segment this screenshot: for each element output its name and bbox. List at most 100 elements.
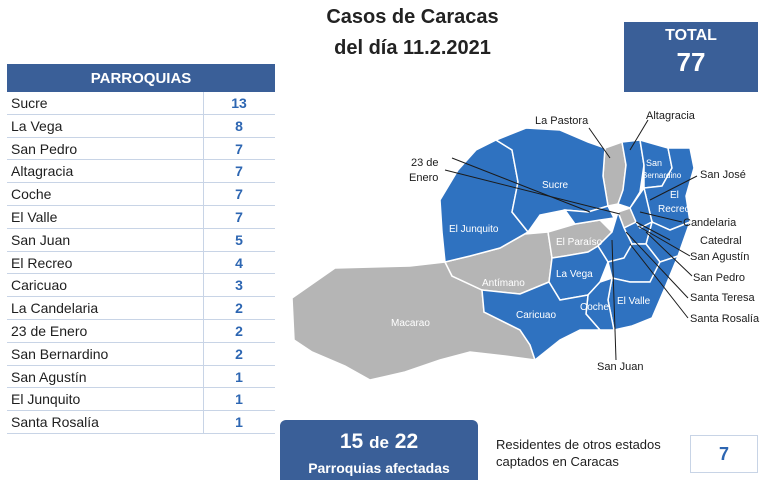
- callout-lines: [444, 119, 698, 361]
- row-parish-name: La Vega: [11, 117, 63, 134]
- row-separator: [203, 205, 204, 228]
- callout-catedral: Catedral: [700, 235, 742, 247]
- page-title: Casos de Caracas del día 11.2.2021: [300, 2, 525, 64]
- affected-count-line: 15 de 22: [280, 420, 478, 454]
- label-el-recreo-2: Recreo: [658, 204, 691, 215]
- row-parish-name: Altagracia: [11, 163, 74, 180]
- table-row: Coche 7: [7, 183, 275, 206]
- row-parish-name: Santa Rosalía: [11, 414, 99, 431]
- affected-connector: de: [369, 433, 389, 452]
- table-row: San Bernardino 2: [7, 342, 275, 366]
- row-separator: [203, 160, 204, 183]
- row-case-count: 2: [235, 322, 243, 339]
- callout-santa-rosalia: Santa Rosalía: [690, 313, 760, 325]
- map-region-23-de-enero: [563, 205, 616, 225]
- label-antimano: Antímano: [482, 278, 525, 289]
- table-row: Sucre 13: [7, 92, 275, 115]
- callout-23-de-enero-1: 23 de: [411, 157, 439, 169]
- label-el-junquito: El Junquito: [449, 224, 499, 235]
- row-case-count: 7: [235, 208, 243, 225]
- label-macarao: Macarao: [391, 318, 430, 329]
- title-line-1: Casos de Caracas: [326, 6, 499, 28]
- residents-value: 7: [690, 435, 758, 473]
- row-case-count: 1: [235, 414, 243, 431]
- row-separator: [203, 228, 204, 251]
- callout-san-agustin: San Agustín: [690, 251, 749, 263]
- label-san-bernardino-1: San: [646, 158, 662, 168]
- total-box: TOTAL 77: [624, 22, 758, 92]
- row-separator: [203, 365, 204, 388]
- caracas-map: Sucre El Junquito Antímano Macarao Caric…: [291, 110, 760, 381]
- row-parish-name: Caricuao: [11, 277, 68, 294]
- table-row: Santa Rosalía 1: [7, 411, 275, 434]
- row-separator: [203, 114, 204, 137]
- row-parish-name: Sucre: [11, 95, 48, 111]
- callout-santa-teresa: Santa Teresa: [690, 292, 756, 304]
- row-case-count: 7: [235, 186, 243, 203]
- row-separator: [203, 274, 204, 297]
- total-label: TOTAL: [665, 27, 717, 44]
- label-la-vega: La Vega: [556, 269, 593, 280]
- row-case-count: 3: [235, 277, 243, 294]
- table-row: San Juan 5: [7, 228, 275, 252]
- row-case-count: 1: [235, 391, 243, 408]
- callout-la-pastora: La Pastora: [535, 115, 589, 127]
- label-el-valle: El Valle: [617, 296, 651, 307]
- table-row: El Valle 7: [7, 205, 275, 229]
- row-parish-name: San Pedro: [11, 140, 78, 157]
- affected-total: 22: [394, 430, 419, 453]
- row-separator: [203, 319, 204, 342]
- table-row: El Junquito 1: [7, 388, 275, 412]
- label-el-paraiso: El Paraíso: [556, 237, 603, 248]
- row-separator: [203, 342, 204, 365]
- row-case-count: 4: [235, 254, 243, 271]
- row-parish-name: La Candelaria: [11, 300, 99, 317]
- row-separator: [203, 137, 204, 160]
- label-sucre: Sucre: [542, 180, 569, 191]
- table-row: El Recreo 4: [7, 251, 275, 275]
- row-case-count: 8: [235, 117, 243, 134]
- map-region-caricuao: [481, 281, 602, 362]
- row-case-count: 2: [235, 345, 243, 362]
- row-parish-name: 23 de Enero: [11, 322, 88, 339]
- row-case-count: 5: [235, 231, 243, 248]
- row-separator: [203, 388, 204, 411]
- residents-label: Residentes de otros estados captados en …: [496, 437, 661, 469]
- row-separator: [203, 183, 204, 205]
- table-row: 23 de Enero 2: [7, 319, 275, 343]
- row-parish-name: El Junquito: [11, 391, 81, 408]
- table-row: San Agustín 1: [7, 365, 275, 389]
- label-caricuao: Caricuao: [516, 310, 556, 321]
- row-case-count: 1: [235, 368, 243, 385]
- total-value: 77: [676, 47, 706, 77]
- table-row: San Pedro 7: [7, 137, 275, 161]
- callout-23-de-enero-2: Enero: [409, 172, 438, 184]
- row-parish-name: Coche: [11, 186, 52, 203]
- callout-san-jose: San José: [700, 169, 746, 181]
- label-coche: Coche: [580, 302, 609, 313]
- row-separator: [203, 251, 204, 274]
- row-parish-name: El Valle: [11, 208, 58, 225]
- callout-altagracia: Altagracia: [646, 110, 696, 122]
- row-case-count: 7: [235, 163, 243, 180]
- table-row: Caricuao 3: [7, 274, 275, 298]
- row-separator: [203, 411, 204, 433]
- row-parish-name: El Recreo: [11, 254, 73, 271]
- row-separator: [203, 297, 204, 319]
- title-line-2: del día 11.2.2021: [334, 37, 491, 59]
- table-header: PARROQUIAS: [7, 64, 275, 92]
- table-row: La Candelaria 2: [7, 297, 275, 320]
- label-san-bernardino-2: Bernardino: [642, 171, 682, 180]
- row-parish-name: San Juan: [11, 231, 71, 248]
- callout-candelaria: Candelaria: [683, 217, 737, 229]
- affected-label: Parroquias afectadas: [308, 460, 450, 476]
- label-el-recreo-1: El: [670, 190, 679, 201]
- row-parish-name: San Bernardino: [11, 345, 109, 362]
- row-case-count: 7: [235, 140, 243, 157]
- row-case-count: 2: [235, 300, 243, 317]
- table-body: Sucre 13 La Vega 8 San Pedro 7 Altagracia 7 Coch…: [7, 92, 275, 434]
- row-separator: [203, 92, 204, 114]
- callout-san-pedro: San Pedro: [693, 272, 745, 284]
- table-row: La Vega 8: [7, 114, 275, 138]
- row-case-count: 13: [231, 95, 247, 111]
